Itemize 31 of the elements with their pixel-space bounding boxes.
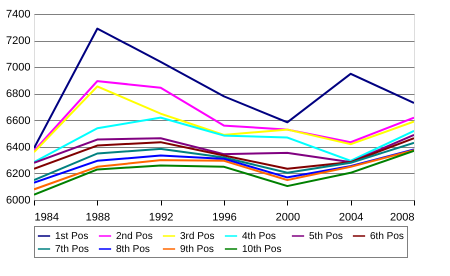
x-tick-label: 1988 xyxy=(86,212,110,224)
y-tick-label: 6200 xyxy=(6,168,30,180)
legend-label: 7th Pos xyxy=(55,244,89,255)
line-series xyxy=(34,148,414,184)
legend-label: 2nd Pos xyxy=(116,231,153,242)
legend-label: 4th Pos xyxy=(242,231,276,242)
y-tick-label: 6000 xyxy=(6,194,30,206)
x-tick-label: 1992 xyxy=(148,212,174,224)
legend-label: 9th Pos xyxy=(180,244,214,255)
x-tick-label: 2004 xyxy=(338,212,364,224)
x-tick-label: 2000 xyxy=(276,212,300,224)
x-tick-label: 1996 xyxy=(212,212,237,224)
legend-label: 10th Pos xyxy=(242,244,282,255)
x-tick-label: 1984 xyxy=(34,212,59,224)
legend-label: 5th Pos xyxy=(309,231,343,242)
line-series xyxy=(34,137,414,170)
legend-label: 3rd Pos xyxy=(180,231,214,242)
legend-label: 1st Pos xyxy=(55,231,88,242)
line-series xyxy=(34,116,414,164)
line-series xyxy=(34,134,414,164)
y-tick-label: 7400 xyxy=(6,8,30,20)
line-series xyxy=(34,142,414,182)
y-tick-label: 6600 xyxy=(6,114,30,127)
legend-label: 8th Pos xyxy=(116,244,150,255)
y-tick-label: 6800 xyxy=(6,88,30,100)
x-tick-label: 2008 xyxy=(390,212,414,224)
y-tick-label: 6400 xyxy=(6,141,30,154)
y-tick-label: 7200 xyxy=(6,35,30,48)
legend-label: 6th Pos xyxy=(370,231,404,242)
y-tick-label: 7000 xyxy=(6,62,30,74)
line-series xyxy=(34,28,414,150)
